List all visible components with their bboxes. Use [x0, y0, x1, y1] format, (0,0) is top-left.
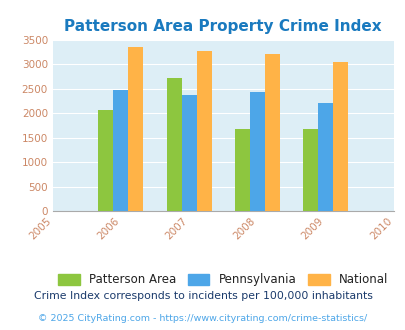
Bar — [234, 129, 249, 211]
Bar — [196, 51, 211, 211]
Text: © 2025 CityRating.com - https://www.cityrating.com/crime-statistics/: © 2025 CityRating.com - https://www.city… — [38, 314, 367, 323]
Legend: Patterson Area, Pennsylvania, National: Patterson Area, Pennsylvania, National — [53, 269, 392, 291]
Bar — [181, 94, 196, 211]
Text: Crime Index corresponds to incidents per 100,000 inhabitants: Crime Index corresponds to incidents per… — [34, 291, 371, 301]
Bar — [113, 90, 128, 211]
Bar — [128, 48, 143, 211]
Bar — [332, 62, 347, 211]
Bar — [166, 78, 181, 211]
Bar — [303, 129, 318, 211]
Bar — [264, 54, 279, 211]
Bar — [318, 103, 332, 211]
Bar — [249, 91, 264, 211]
Bar — [98, 110, 113, 211]
Title: Patterson Area Property Crime Index: Patterson Area Property Crime Index — [64, 19, 381, 34]
